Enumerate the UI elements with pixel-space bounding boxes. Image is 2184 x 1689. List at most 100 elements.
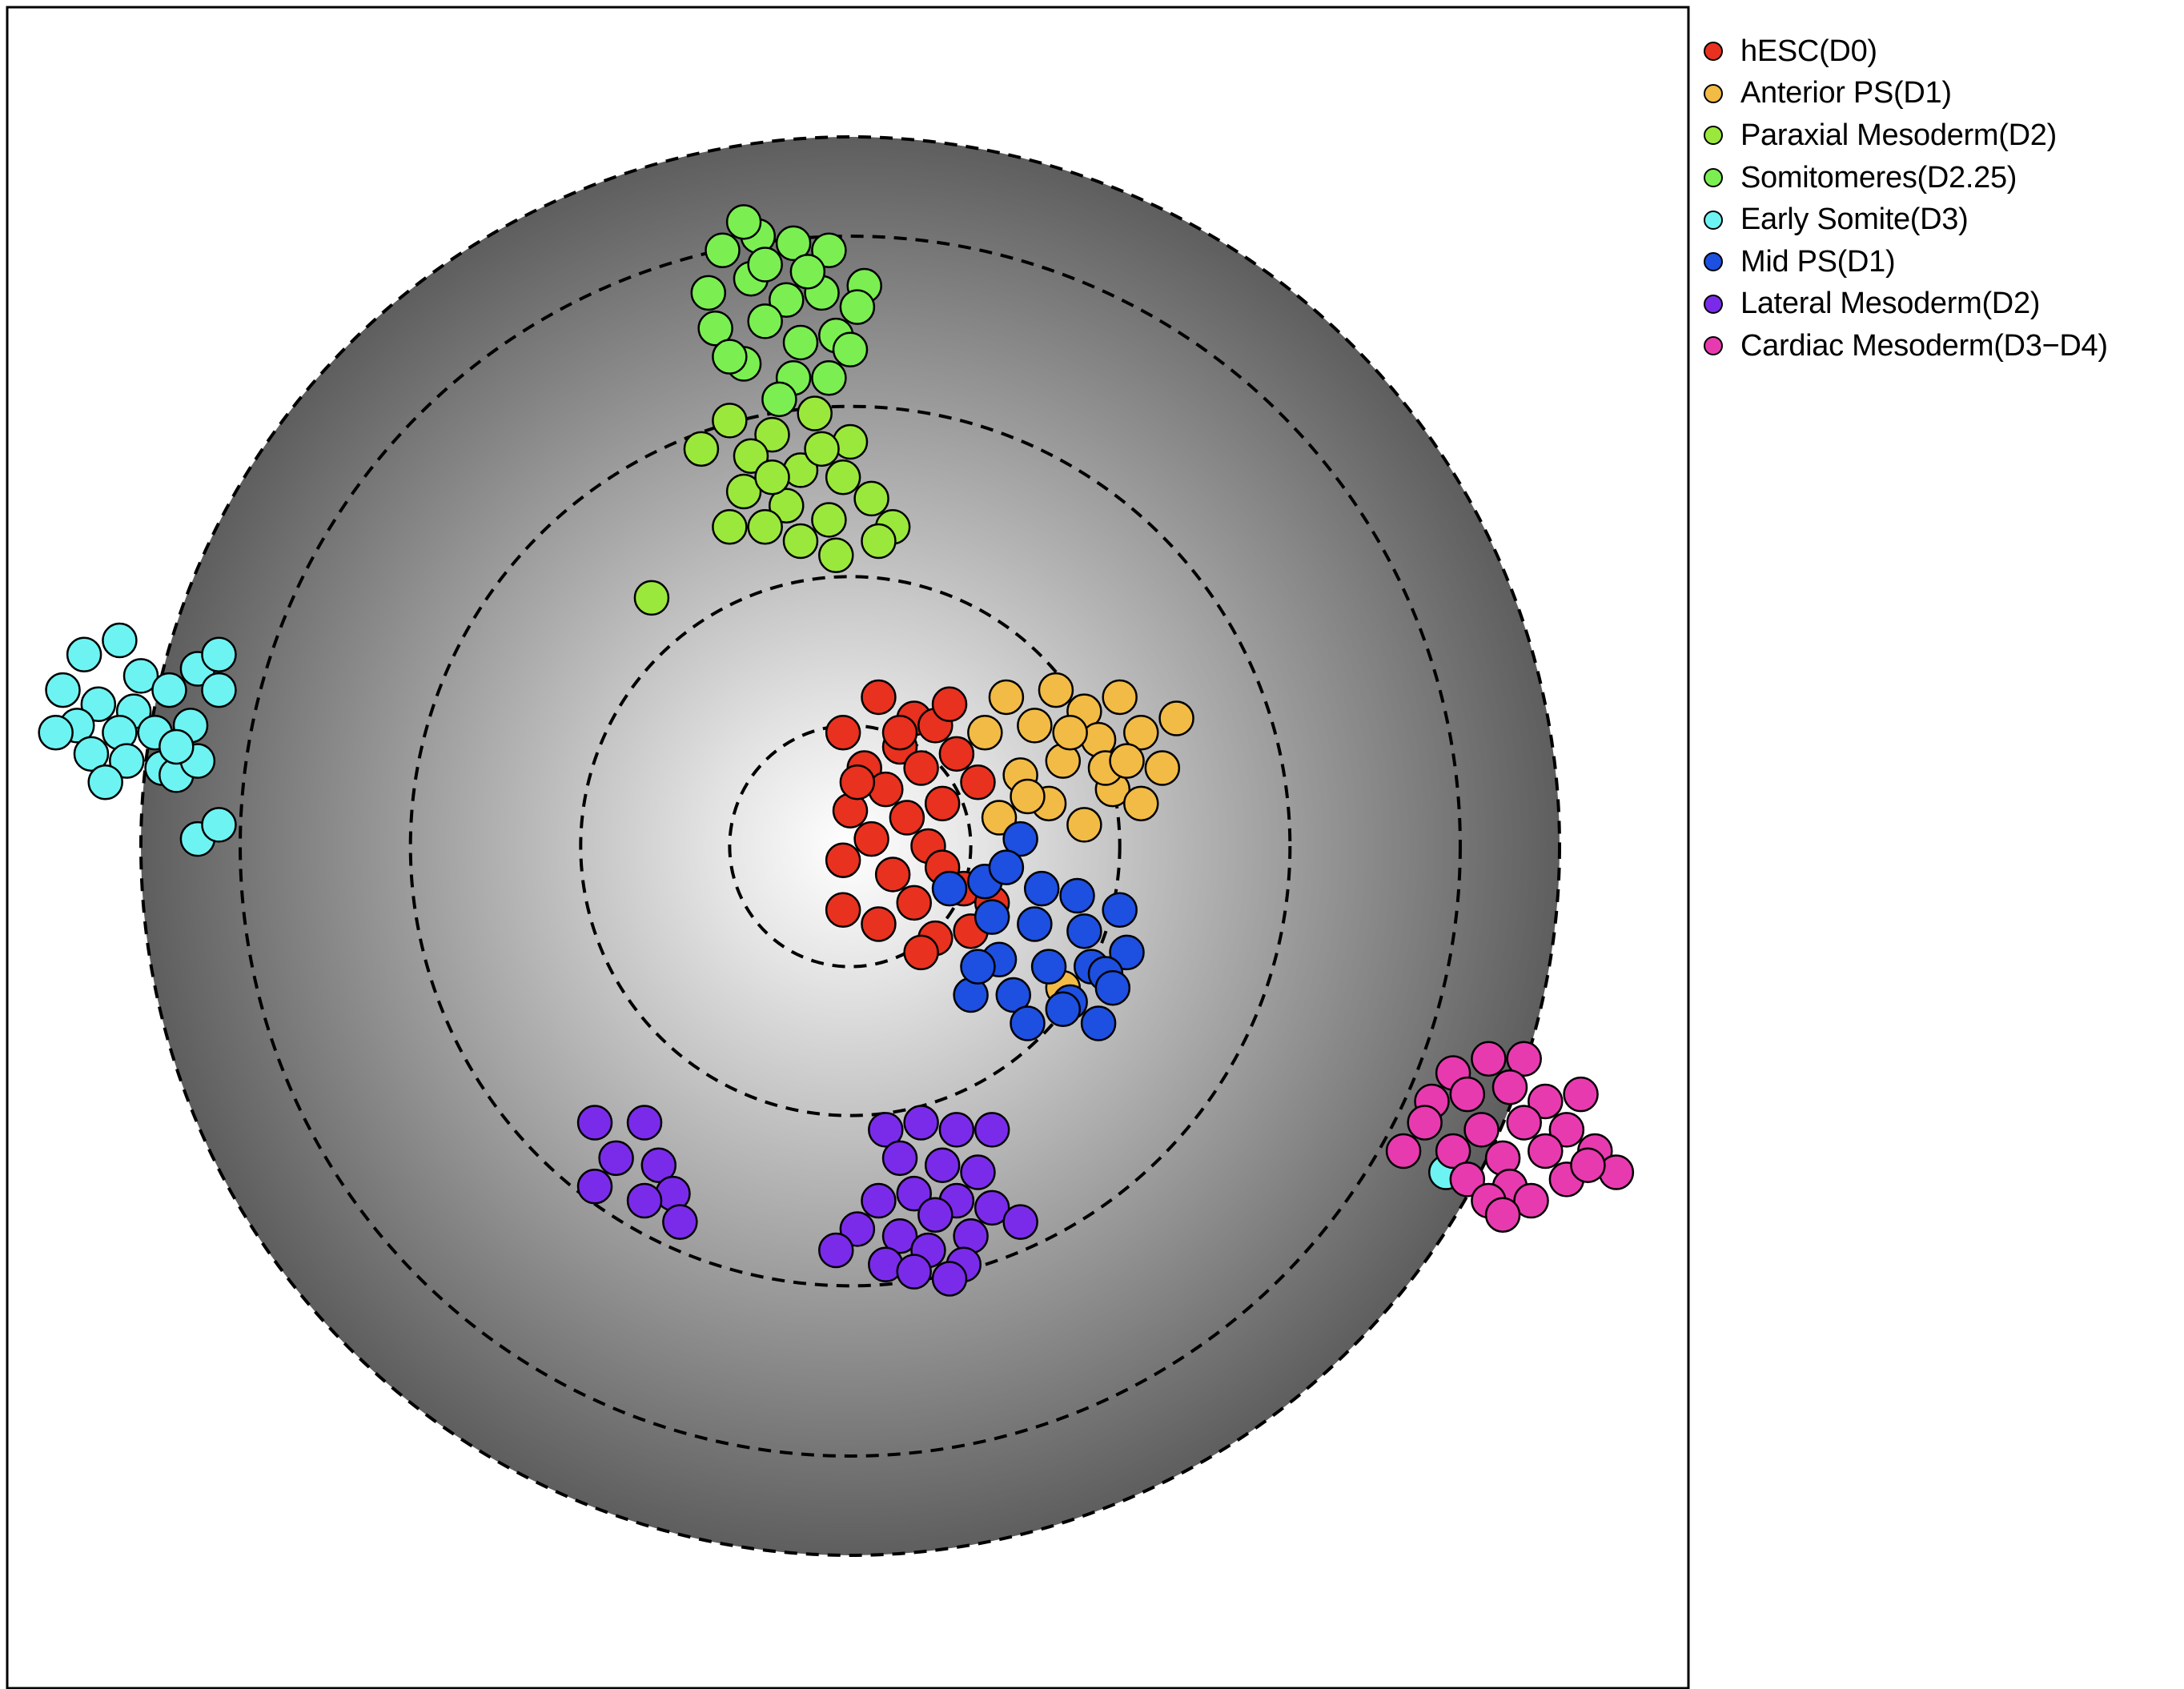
data-point — [903, 1105, 939, 1141]
legend-item: Lateral Mesoderm(D2) — [1704, 283, 2108, 326]
data-point — [853, 480, 889, 517]
data-point — [861, 523, 897, 560]
data-point — [960, 949, 996, 985]
data-point — [1144, 750, 1181, 786]
data-point — [938, 1112, 975, 1148]
data-point — [1528, 1083, 1564, 1120]
data-point — [1123, 785, 1159, 822]
data-point — [839, 289, 876, 325]
data-point — [102, 622, 138, 659]
legend-label: hESC(D0) — [1740, 34, 1877, 68]
dashed-rings — [139, 135, 1561, 1557]
legend-label: Early Somite(D3) — [1740, 203, 1969, 237]
data-point — [697, 310, 733, 347]
data-point — [924, 785, 961, 822]
data-point — [903, 934, 939, 971]
data-point — [1484, 1197, 1521, 1233]
data-point — [1017, 708, 1053, 744]
data-point — [839, 1211, 876, 1247]
data-point — [761, 381, 797, 418]
data-point — [712, 403, 748, 439]
legend-label: Cardiac Mesoderm(D3−D4) — [1740, 328, 2108, 363]
data-point — [1052, 714, 1088, 751]
data-point — [811, 502, 847, 538]
series-3 — [633, 395, 911, 616]
legend-marker-icon — [1704, 210, 1723, 230]
data-point — [1094, 969, 1131, 1006]
data-point — [988, 849, 1025, 885]
data-point — [747, 247, 783, 283]
data-point — [80, 686, 117, 723]
data-point — [38, 714, 74, 751]
data-point — [1491, 1069, 1528, 1105]
dashed-ring-4 — [239, 235, 1462, 1458]
data-point — [598, 1140, 634, 1177]
series-5 — [38, 622, 1464, 1190]
data-point — [818, 537, 854, 573]
data-point — [995, 977, 1032, 1013]
data-point — [797, 395, 833, 431]
legend-marker-icon — [1704, 336, 1723, 356]
data-point — [712, 339, 748, 375]
data-point — [931, 1261, 968, 1297]
legend-marker-icon — [1704, 252, 1723, 272]
legend-label: Lateral Mesoderm(D2) — [1740, 287, 2041, 321]
data-point — [825, 892, 861, 928]
data-point — [1023, 870, 1060, 907]
data-point — [789, 254, 826, 290]
data-point — [874, 857, 911, 893]
legend: hESC(D0) Anterior PS(D1) Paraxial Mesoderm… — [1704, 30, 2108, 367]
data-point — [769, 282, 805, 319]
data-point — [122, 658, 159, 694]
data-point — [868, 1112, 904, 1148]
data-point — [1002, 820, 1038, 857]
data-point — [754, 416, 790, 453]
data-point — [640, 1147, 677, 1183]
data-point — [896, 1254, 932, 1290]
data-point — [1059, 877, 1095, 914]
data-point — [712, 509, 748, 545]
dashed-ring-2 — [579, 575, 1122, 1117]
data-point — [754, 459, 790, 495]
data-point — [769, 487, 805, 524]
data-point — [725, 473, 762, 510]
series-6 — [931, 820, 1145, 1041]
data-point — [974, 899, 1010, 935]
data-point — [201, 672, 237, 708]
dashed-ring-3 — [408, 404, 1292, 1288]
data-point — [931, 870, 968, 907]
data-point — [747, 509, 783, 545]
data-point — [881, 1140, 918, 1177]
data-point — [804, 431, 840, 467]
data-point — [1435, 1133, 1471, 1169]
legend-label: Paraxial Mesoderm(D2) — [1740, 118, 2057, 152]
data-point — [861, 679, 897, 716]
dashed-ring-5 — [139, 135, 1561, 1557]
data-point — [917, 1197, 953, 1233]
data-point — [1513, 1182, 1549, 1219]
data-point — [1080, 1005, 1117, 1041]
data-point — [1109, 934, 1145, 971]
data-point — [1045, 991, 1082, 1028]
data-point — [1102, 892, 1138, 928]
legend-item: Early Somite(D3) — [1704, 199, 2108, 241]
data-point — [775, 225, 812, 262]
data-point — [832, 331, 869, 368]
data-point — [825, 842, 861, 878]
data-point — [1038, 672, 1074, 708]
data-point — [1548, 1112, 1585, 1148]
data-point — [1066, 913, 1102, 949]
legend-label: Anterior PS(D1) — [1740, 76, 1952, 110]
data-point — [1002, 1204, 1038, 1240]
data-point — [1506, 1041, 1542, 1077]
legend-item: Mid PS(D1) — [1704, 241, 2108, 283]
series-4 — [690, 204, 882, 418]
data-point — [1449, 1161, 1486, 1198]
data-point — [818, 1232, 854, 1269]
legend-marker-icon — [1704, 294, 1723, 314]
legend-label: Mid PS(D1) — [1740, 244, 1896, 279]
data-point — [825, 714, 861, 751]
legend-item: Paraxial Mesoderm(D2) — [1704, 114, 2108, 157]
data-point — [839, 764, 876, 800]
